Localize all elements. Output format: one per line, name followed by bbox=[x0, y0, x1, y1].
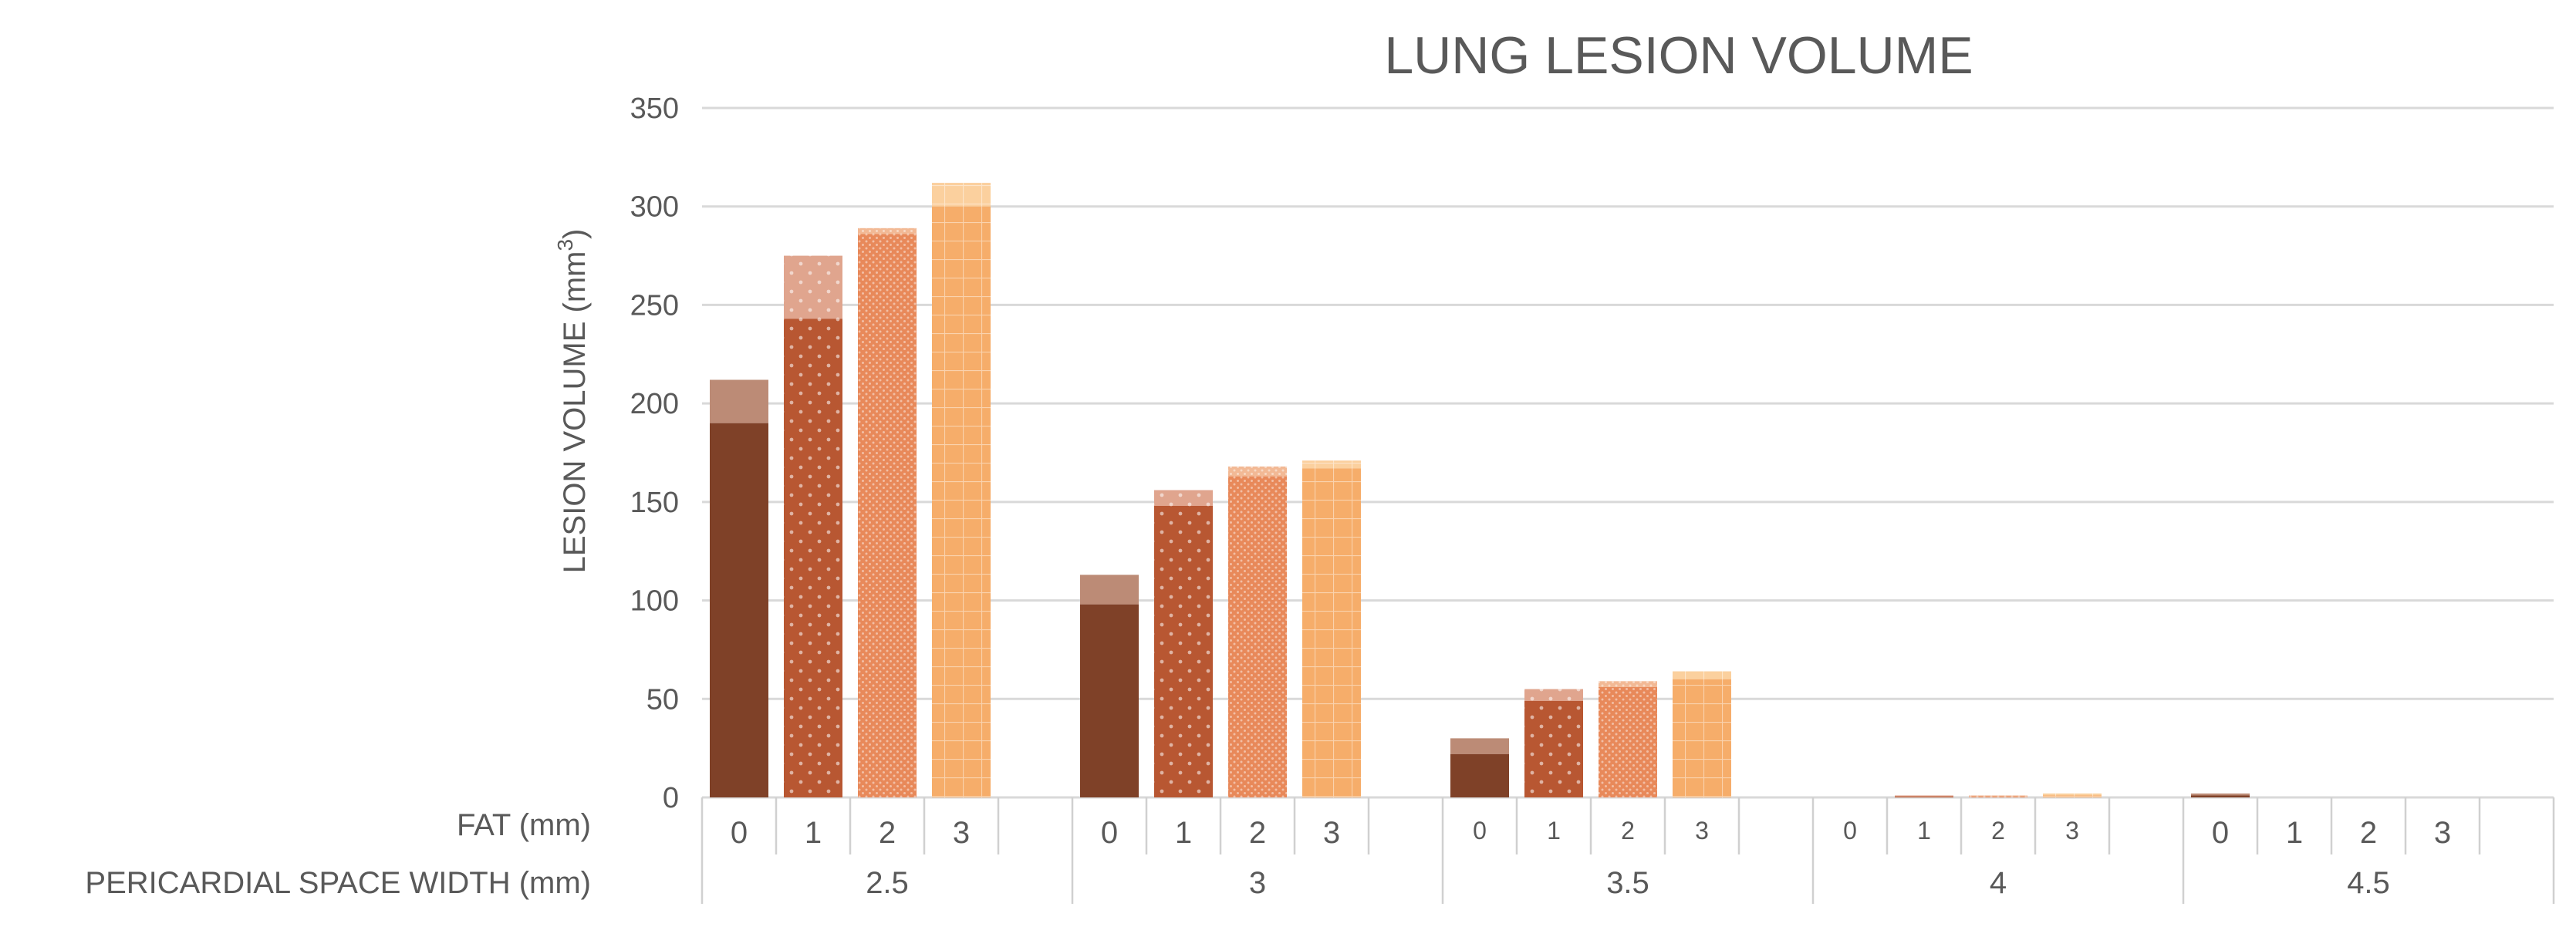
y-tick-label: 250 bbox=[630, 289, 679, 322]
y-axis-ticks: 0 50 100 150 200 250 300 350 bbox=[630, 93, 679, 814]
fat-tick-label: 1 bbox=[1917, 817, 1931, 844]
fat-tick-label: 2 bbox=[1621, 817, 1635, 844]
fat-tick-label: 3 bbox=[2434, 816, 2451, 850]
fat-tick-label: 3 bbox=[1695, 817, 1709, 844]
bar-top-texture bbox=[858, 228, 917, 234]
fat-tick-label: 3 bbox=[953, 816, 970, 850]
x-axis-table: 0 1 2 3 2.5 0 1 2 3 3 0 1 2 3 3.5 0 1 2 3 4 0 1 2 3 4.5 bbox=[701, 797, 2555, 904]
bar-top-texture bbox=[1599, 681, 1657, 687]
bar-top-texture bbox=[1228, 466, 1287, 477]
svg-text:LESION VOLUME (mm3): LESION VOLUME (mm3) bbox=[553, 229, 592, 574]
bar-top-texture bbox=[1302, 460, 1361, 469]
fat-tick-label: 3 bbox=[1323, 816, 1340, 850]
bar-top-texture bbox=[1524, 689, 1583, 701]
bar-base-segment bbox=[1080, 604, 1139, 797]
bars bbox=[710, 183, 2250, 798]
width-category-label: 3 bbox=[1249, 866, 1266, 900]
fat-tick-label: 2 bbox=[2360, 816, 2377, 850]
bar-top-texture bbox=[2043, 793, 2102, 796]
y-axis-title: LESION VOLUME (mm3) bbox=[553, 229, 592, 574]
bar-base-texture bbox=[1524, 700, 1583, 797]
y-tick-label: 200 bbox=[630, 388, 679, 420]
fat-tick-label: 0 bbox=[1843, 817, 1857, 844]
bar-base-texture bbox=[932, 206, 991, 797]
bar-top-segment bbox=[710, 379, 768, 423]
bar-base-segment bbox=[1450, 753, 1509, 797]
width-category-label: 2.5 bbox=[866, 866, 909, 900]
bar-top-texture bbox=[1895, 795, 1953, 797]
width-category-label: 4 bbox=[1990, 866, 2007, 900]
bar-top-texture bbox=[932, 183, 991, 207]
bar-top-segment bbox=[1080, 575, 1139, 605]
gridlines bbox=[702, 106, 2554, 799]
fat-tick-label: 2 bbox=[1991, 817, 2005, 844]
bar-top-texture bbox=[1673, 671, 1731, 679]
bar-top-texture bbox=[784, 255, 842, 319]
bar-top-segment bbox=[2191, 793, 2250, 796]
bar-base-segment bbox=[710, 423, 768, 797]
fat-tick-label: 2 bbox=[879, 816, 896, 850]
fat-tick-label: 1 bbox=[1175, 816, 1192, 850]
bar-base-texture bbox=[1228, 476, 1287, 797]
y-tick-label: 0 bbox=[663, 782, 679, 814]
width-category-label: 4.5 bbox=[2347, 866, 2390, 900]
fat-tick-label: 1 bbox=[805, 816, 822, 850]
y-tick-label: 50 bbox=[647, 683, 679, 716]
y-tick-label: 300 bbox=[630, 191, 679, 224]
width-row-label: PERICARDIAL SPACE WIDTH (mm) bbox=[85, 866, 591, 900]
bar-base-segment bbox=[2191, 795, 2250, 797]
bar-base-texture bbox=[2043, 795, 2102, 797]
fat-tick-label: 1 bbox=[2286, 816, 2303, 850]
y-axis-title-suffix: ) bbox=[558, 229, 592, 239]
bar-top-texture bbox=[1969, 795, 2027, 797]
y-tick-label: 350 bbox=[630, 93, 679, 125]
fat-tick-label: 2 bbox=[1249, 816, 1266, 850]
bar-base-texture bbox=[1673, 679, 1731, 797]
y-axis-title-superscript: 3 bbox=[553, 239, 577, 251]
bar-base-texture bbox=[858, 234, 917, 798]
y-tick-label: 100 bbox=[630, 585, 679, 618]
fat-tick-label: 0 bbox=[2212, 816, 2229, 850]
chart-title: LUNG LESION VOLUME bbox=[1384, 26, 1973, 85]
y-axis-title-text: LESION VOLUME (mm bbox=[558, 251, 592, 574]
width-category-label: 3.5 bbox=[1606, 866, 1649, 900]
bar-base-texture bbox=[1302, 468, 1361, 797]
fat-tick-label: 0 bbox=[731, 816, 748, 850]
bar-top-texture bbox=[1154, 490, 1213, 506]
fat-tick-label: 0 bbox=[1473, 817, 1487, 844]
bar-base-texture bbox=[784, 319, 842, 797]
bar-base-texture bbox=[1154, 505, 1213, 797]
bar-base-texture bbox=[1599, 686, 1657, 797]
fat-tick-label: 3 bbox=[2065, 817, 2079, 844]
fat-row-label: FAT (mm) bbox=[457, 808, 591, 842]
fat-tick-label: 0 bbox=[1101, 816, 1118, 850]
y-tick-label: 150 bbox=[630, 487, 679, 519]
bar-top-segment bbox=[1450, 738, 1509, 754]
fat-tick-label: 1 bbox=[1547, 817, 1561, 844]
